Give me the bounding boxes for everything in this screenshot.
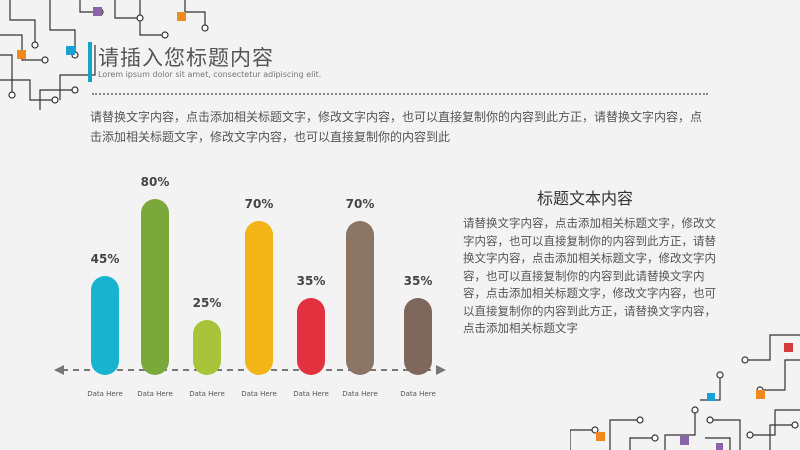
bar-3 bbox=[193, 320, 221, 375]
bar-value-label-2: 80% bbox=[141, 175, 170, 189]
bar-6 bbox=[346, 221, 374, 375]
bar-value-label-7: 35% bbox=[404, 274, 433, 288]
category-label-7: Data Here bbox=[400, 390, 436, 398]
circuit-decoration-bottom-right bbox=[700, 334, 800, 450]
title-accent-bar bbox=[88, 42, 92, 82]
bar-7 bbox=[404, 298, 432, 375]
bar-value-label-1: 45% bbox=[91, 252, 120, 266]
bar-4 bbox=[245, 221, 273, 375]
side-panel-body: 请替换文字内容，点击添加相关标题文字，修改文字内容，也可以直接复制你的内容到此方… bbox=[463, 216, 716, 335]
category-label-6: Data Here bbox=[342, 390, 378, 398]
bar-2 bbox=[141, 199, 169, 375]
baseline-right-arrow bbox=[436, 365, 446, 375]
category-label-5: Data Here bbox=[293, 390, 329, 398]
page-subtitle: Lorem ipsum dolor sit amet, consectetur … bbox=[98, 70, 322, 79]
baseline-left-arrow bbox=[54, 365, 64, 375]
category-label-2: Data Here bbox=[137, 390, 173, 398]
page-title: 请插入您标题内容 bbox=[98, 46, 274, 70]
category-label-1: Data Here bbox=[87, 390, 123, 398]
bar-value-label-3: 25% bbox=[193, 296, 222, 310]
category-label-4: Data Here bbox=[241, 390, 277, 398]
circuit-decoration-bottom-center bbox=[570, 406, 699, 450]
bar-value-label-4: 70% bbox=[245, 197, 274, 211]
side-panel-title: 标题文本内容 bbox=[537, 189, 634, 208]
bar-5 bbox=[297, 298, 325, 375]
intro-paragraph: 请替换文字内容，点击添加相关标题文字，修改文字内容，也可以直接复制你的内容到此方… bbox=[90, 110, 703, 144]
bar-1 bbox=[91, 276, 119, 375]
circuit-decoration-top-left bbox=[0, 0, 209, 110]
bar-value-label-6: 70% bbox=[346, 197, 375, 211]
category-label-3: Data Here bbox=[189, 390, 225, 398]
bar-value-label-5: 35% bbox=[297, 274, 326, 288]
header-divider bbox=[92, 93, 708, 95]
